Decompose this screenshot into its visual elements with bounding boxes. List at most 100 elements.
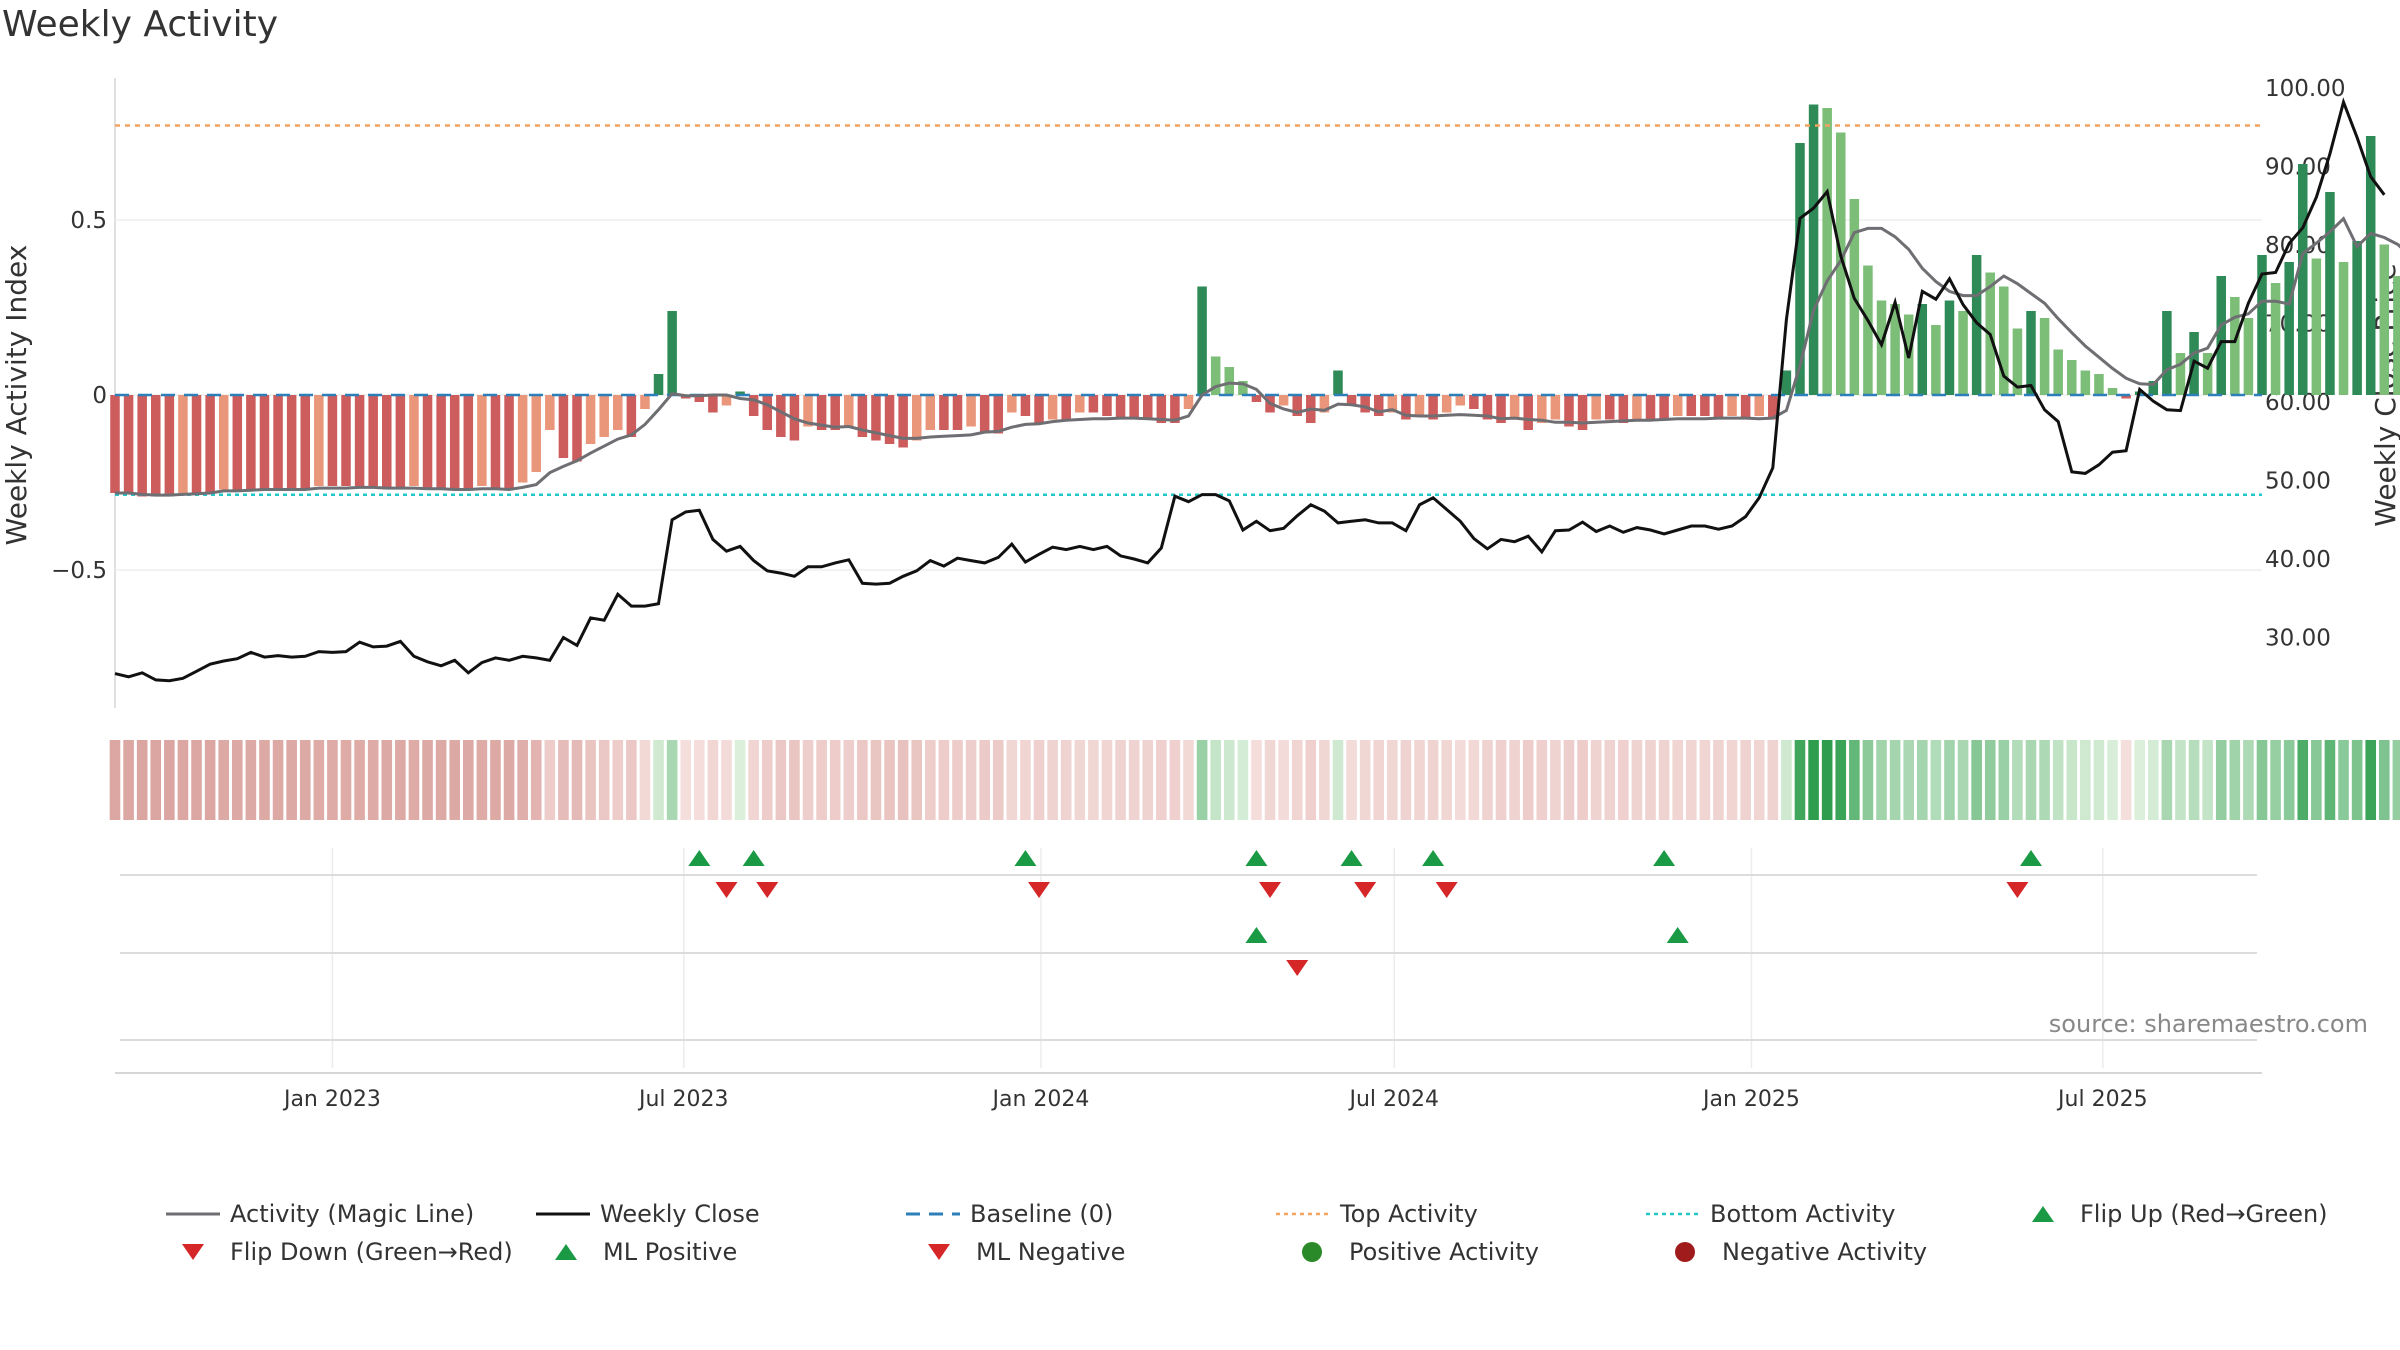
activity-strip-cell xyxy=(1468,740,1480,820)
activity-strip-cell xyxy=(1835,740,1847,820)
activity-strip-cell xyxy=(1998,740,2010,820)
legend-item: Top Activity xyxy=(1270,1199,1640,1229)
activity-strip-cell xyxy=(1264,740,1276,820)
flip-down-marker xyxy=(756,882,779,898)
activity-strip-cell xyxy=(1563,740,1575,820)
activity-bar xyxy=(1618,395,1629,423)
activity-bar xyxy=(844,395,854,427)
activity-bar xyxy=(1251,395,1262,402)
activity-strip-cell xyxy=(299,740,311,820)
activity-bar xyxy=(1971,255,1982,395)
activity-strip-cell xyxy=(870,740,882,820)
activity-bar xyxy=(1999,286,2009,395)
activity-bar xyxy=(1142,395,1153,420)
activity-strip-cell xyxy=(639,740,651,820)
activity-bar xyxy=(653,374,664,395)
activity-bar xyxy=(898,395,908,448)
activity-strip-cell xyxy=(1522,740,1534,820)
legend-label: ML Negative xyxy=(976,1238,1126,1266)
activity-strip-cell xyxy=(2256,740,2268,820)
activity-bar xyxy=(1781,370,1792,395)
activity-bar xyxy=(191,395,202,493)
activity-bar xyxy=(1577,395,1588,430)
legend-item: Activity (Magic Line) xyxy=(160,1199,530,1229)
activity-bar xyxy=(354,395,365,486)
x-tick-label: Jul 2023 xyxy=(637,1087,729,1112)
activity-strip-cell xyxy=(1550,740,1561,820)
activity-bar xyxy=(2148,381,2159,395)
activity-strip-cell xyxy=(1536,740,1548,820)
flip-up-marker xyxy=(2019,850,2042,866)
flip-down-marker xyxy=(1259,882,1282,898)
activity-bar xyxy=(1455,395,1466,406)
activity-strip-cell xyxy=(381,740,393,820)
legend-item: Flip Up (Red→Green) xyxy=(2010,1199,2380,1229)
activity-bar xyxy=(341,395,351,486)
activity-bar xyxy=(1632,395,1642,420)
flip-up-marker xyxy=(688,850,711,866)
activity-bar xyxy=(708,395,718,413)
y2-tick-label: 80.00 xyxy=(2265,233,2331,259)
activity-bar xyxy=(762,395,773,430)
activity-bar xyxy=(585,395,596,444)
activity-strip-cell xyxy=(150,740,162,820)
activity-strip-cell xyxy=(789,740,800,820)
activity-bar xyxy=(735,391,745,395)
flip-down-marker xyxy=(715,882,738,898)
activity-strip-cell xyxy=(2338,740,2349,820)
activity-strip-cell xyxy=(1291,740,1303,820)
activity-strip-cell xyxy=(327,740,338,820)
activity-bar xyxy=(2379,244,2390,395)
legend-item: Negative Activity xyxy=(1652,1237,2025,1267)
activity-strip-cell xyxy=(1454,740,1466,820)
activity-strip-cell xyxy=(938,740,950,820)
activity-strip-cell xyxy=(1305,740,1317,820)
activity-bar xyxy=(1564,395,1574,427)
activity-bar xyxy=(1700,395,1710,416)
activity-strip-cell xyxy=(1699,740,1711,820)
activity-strip-cell xyxy=(2134,740,2146,820)
activity-bar xyxy=(1102,395,1112,416)
activity-bar xyxy=(558,395,569,458)
activity-bar xyxy=(871,395,881,441)
activity-strip-cell xyxy=(2202,740,2213,820)
legend-swatch xyxy=(1646,1212,1700,1216)
activity-strip-cell xyxy=(422,740,433,820)
activity-bar xyxy=(1523,395,1533,430)
activity-bar xyxy=(246,395,256,490)
activity-bar xyxy=(1659,395,1669,420)
activity-bar xyxy=(2107,388,2118,395)
activity-bar xyxy=(327,395,338,486)
activity-bar xyxy=(1278,395,1289,406)
activity-strip-cell xyxy=(734,740,746,820)
activity-strip-cell xyxy=(1387,740,1398,820)
activity-bar xyxy=(1428,395,1438,420)
activity-strip-cell xyxy=(1251,740,1262,820)
activity-strip-cell xyxy=(2229,740,2241,820)
activity-strip-cell xyxy=(1781,740,1792,820)
activity-strip-cell xyxy=(843,740,855,820)
activity-strip-cell xyxy=(1482,740,1493,820)
activity-bar xyxy=(748,395,759,416)
activity-bar xyxy=(1537,395,1547,423)
activity-bar xyxy=(2311,258,2322,395)
activity-strip-cell xyxy=(164,740,175,820)
legend-label: Activity (Magic Line) xyxy=(230,1200,475,1228)
activity-strip-cell xyxy=(1794,740,1806,820)
x-tick-label: Jan 2024 xyxy=(991,1087,1090,1112)
activity-bar xyxy=(1754,395,1764,416)
legend-swatch xyxy=(1302,1242,1322,1262)
activity-bar xyxy=(776,395,786,437)
activity-bar xyxy=(300,395,310,490)
activity-bar xyxy=(1496,395,1506,423)
activity-strip-cell xyxy=(761,740,773,820)
activity-strip-cell xyxy=(1101,740,1113,820)
activity-bar xyxy=(1360,395,1370,413)
activity-strip-cell xyxy=(435,740,447,820)
activity-bar xyxy=(1740,395,1751,420)
activity-strip-cell xyxy=(992,740,1004,820)
activity-strip-cell xyxy=(313,740,325,820)
activity-bar xyxy=(2298,164,2308,395)
flip-up-marker xyxy=(1340,850,1363,866)
activity-strip-cell xyxy=(2175,740,2186,820)
